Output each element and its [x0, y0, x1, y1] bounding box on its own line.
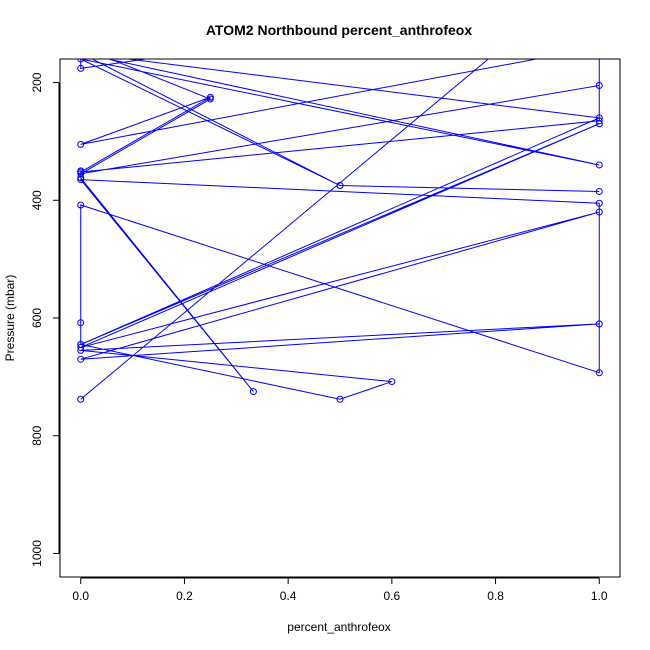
data-point — [249, 388, 257, 396]
y-tick-label: 200 — [30, 72, 44, 92]
x-tick-label: 1.0 — [591, 589, 608, 603]
data-point — [595, 369, 603, 377]
data-point — [206, 95, 214, 103]
data-point — [595, 120, 603, 128]
data-point — [595, 320, 603, 328]
data-point — [595, 199, 603, 207]
x-axis: 0.0 0.2 0.4 0.6 0.8 1.0 — [72, 577, 608, 603]
data-point — [77, 319, 85, 327]
plot-area — [77, 32, 603, 403]
data-point — [77, 340, 85, 348]
data-point — [77, 355, 85, 363]
data-point — [77, 201, 85, 209]
data-point — [78, 50, 84, 56]
data-point — [596, 44, 602, 50]
data-point — [77, 59, 85, 63]
y-tick-label: 1000 — [30, 540, 44, 567]
data-point — [503, 41, 509, 47]
data-point — [77, 395, 85, 403]
data-point — [336, 182, 344, 190]
data-point — [595, 208, 603, 216]
x-tick-label: 0.2 — [176, 589, 193, 603]
data-point — [596, 32, 602, 38]
y-tick-label: 800 — [30, 425, 44, 445]
data-point — [388, 378, 396, 386]
y-tick-label: 600 — [30, 308, 44, 328]
data-point — [595, 81, 603, 89]
x-tick-label: 0.8 — [487, 589, 504, 603]
y-axis-label: Pressure (mbar) — [3, 275, 17, 362]
y-tick-label: 400 — [30, 190, 44, 210]
data-point — [77, 140, 85, 148]
data-point — [164, 59, 169, 60]
data-point — [77, 167, 85, 175]
data-point — [77, 343, 85, 351]
x-tick-label: 0.0 — [72, 589, 89, 603]
data-point — [78, 44, 84, 50]
x-axis-label: percent_anthrofeox — [287, 620, 390, 634]
data-point — [77, 174, 85, 182]
x-tick-label: 0.6 — [384, 589, 401, 603]
data-point — [595, 117, 603, 125]
data-point — [595, 187, 603, 195]
data-point — [78, 50, 84, 56]
data-point — [336, 395, 344, 403]
series-line — [79, 59, 602, 400]
x-tick-label: 0.4 — [280, 589, 297, 603]
y-axis: 200 400 600 800 1000 — [30, 72, 60, 567]
plot-frame — [59, 58, 621, 578]
data-point — [595, 161, 603, 169]
data-point — [77, 64, 85, 72]
chart-title: ATOM2 Northbound percent_anthrofeox — [206, 22, 472, 38]
